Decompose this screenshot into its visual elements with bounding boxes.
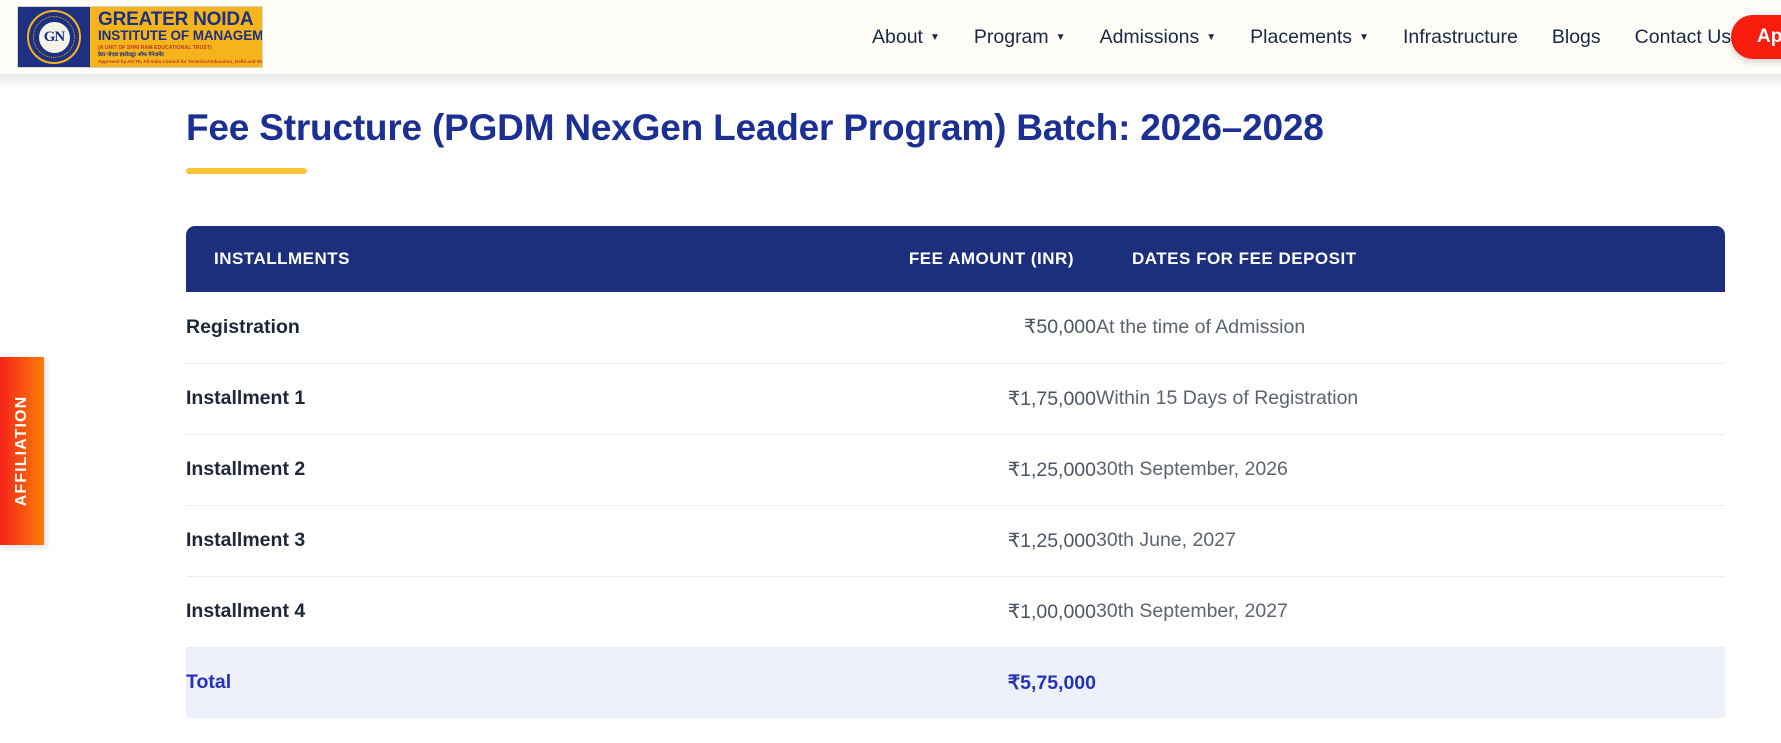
cell-total-label: Total: [186, 647, 858, 718]
cell-fee-amount: ₹1,25,000: [858, 434, 1096, 506]
nav-label-placements: Placements: [1250, 25, 1353, 48]
table-row: Installment 2 ₹1,25,000 30th September, …: [186, 434, 1725, 506]
affiliation-side-tab-label: AFFILIATION: [13, 395, 31, 507]
cell-deposit-date: 30th September, 2027: [1096, 576, 1725, 648]
apply-now-button[interactable]: Apply Now: [1731, 15, 1781, 59]
seal-initials: GN: [38, 21, 70, 53]
nav-item-about[interactable]: About ▼: [855, 26, 957, 49]
nav-label-admissions: Admissions: [1099, 25, 1200, 48]
chevron-down-icon[interactable]: ▼: [1359, 32, 1369, 43]
nav-item-infrastructure[interactable]: Infrastructure: [1386, 26, 1535, 49]
cell-fee-amount: ₹1,00,000: [858, 576, 1096, 648]
cell-installment-name: Installment 2: [186, 434, 858, 506]
logo-text-block: GREATER NOIDA INSTITUTE OF MANAGEMENT (A…: [90, 7, 262, 67]
nav-item-blogs[interactable]: Blogs: [1535, 26, 1618, 49]
cell-installment-name: Installment 3: [186, 505, 858, 577]
cell-fee-amount: ₹50,000: [858, 292, 1096, 364]
table-row: Installment 3 ₹1,25,000 30th June, 2027: [186, 505, 1725, 577]
nav-label-contact-us: Contact Us: [1634, 25, 1732, 48]
cell-deposit-date: At the time of Admission: [1096, 292, 1725, 364]
table-body: Registration ₹50,000 At the time of Admi…: [186, 292, 1725, 718]
cell-installment-name: Registration: [186, 292, 858, 364]
nav-item-placements[interactable]: Placements ▼: [1233, 26, 1386, 49]
nav-label-about: About: [872, 25, 923, 48]
cell-deposit-date: Within 15 Days of Registration: [1096, 363, 1725, 435]
site-header: GN GREATER NOIDA INSTITUTE OF MANAGEMENT…: [0, 0, 1781, 74]
nav-item-program[interactable]: Program ▼: [957, 26, 1083, 49]
logo-line-3: (A UNIT OF SHRI RAM EDUCATIONAL TRUST): [98, 44, 212, 51]
nav-item-contact-us[interactable]: Contact Us: [1618, 26, 1748, 49]
page-content: Fee Structure (PGDM NexGen Leader Progra…: [0, 74, 1781, 743]
chevron-down-icon[interactable]: ▼: [1206, 32, 1217, 43]
logo-line-4: ग्रेटर नोएडा इंस्टीट्यूट ऑफ मैनेजमेंट: [98, 51, 164, 58]
cell-fee-amount: ₹1,25,000: [858, 505, 1096, 577]
cell-installment-name: Installment 1: [186, 363, 858, 435]
column-header-dates: DATES FOR FEE DEPOSIT: [1096, 226, 1725, 292]
table-header: INSTALLMENTS FEE AMOUNT (INR) DATES FOR …: [186, 226, 1725, 292]
table-row: Installment 1 ₹1,75,000 Within 15 Days o…: [186, 363, 1725, 435]
cell-deposit-date: 30th June, 2027: [1096, 505, 1725, 577]
cell-total-amount: ₹5,75,000: [858, 647, 1096, 718]
nav-item-admissions[interactable]: Admissions ▼: [1083, 26, 1234, 49]
logo-line-1: GREATER NOIDA: [98, 8, 254, 30]
cell-fee-amount: ₹1,75,000: [858, 363, 1096, 435]
nav-label-blogs: Blogs: [1551, 25, 1601, 48]
site-logo[interactable]: GN GREATER NOIDA INSTITUTE OF MANAGEMENT…: [17, 6, 263, 68]
logo-line-2: INSTITUTE OF MANAGEMENT: [98, 27, 262, 43]
cell-total-date: [1096, 647, 1725, 718]
table-row: Registration ₹50,000 At the time of Admi…: [186, 292, 1725, 364]
page-title: Fee Structure (PGDM NexGen Leader Progra…: [186, 107, 1324, 148]
affiliation-side-tab[interactable]: AFFILIATION: [0, 357, 44, 545]
cell-installment-name: Installment 4: [186, 576, 858, 648]
table-header-row: INSTALLMENTS FEE AMOUNT (INR) DATES FOR …: [186, 226, 1725, 292]
nav-label-infrastructure: Infrastructure: [1402, 25, 1518, 48]
table-total-row: Total ₹5,75,000: [186, 647, 1725, 718]
institute-seal-icon: GN: [18, 7, 90, 67]
cell-deposit-date: 30th September, 2026: [1096, 434, 1725, 506]
logo-line-5: Approved by AICTE, All India Council for…: [98, 58, 262, 64]
nav-label-program: Program: [973, 25, 1049, 48]
title-underline-accent: [186, 168, 307, 174]
main-navigation: About ▼ Program ▼ Admissions ▼ Placement…: [855, 0, 1748, 74]
column-header-fee-amount: FEE AMOUNT (INR): [858, 226, 1096, 292]
table-row: Installment 4 ₹1,00,000 30th September, …: [186, 576, 1725, 648]
fee-structure-table: INSTALLMENTS FEE AMOUNT (INR) DATES FOR …: [186, 226, 1725, 718]
chevron-down-icon[interactable]: ▼: [929, 32, 940, 43]
chevron-down-icon[interactable]: ▼: [1055, 32, 1066, 43]
column-header-installments: INSTALLMENTS: [186, 226, 858, 292]
